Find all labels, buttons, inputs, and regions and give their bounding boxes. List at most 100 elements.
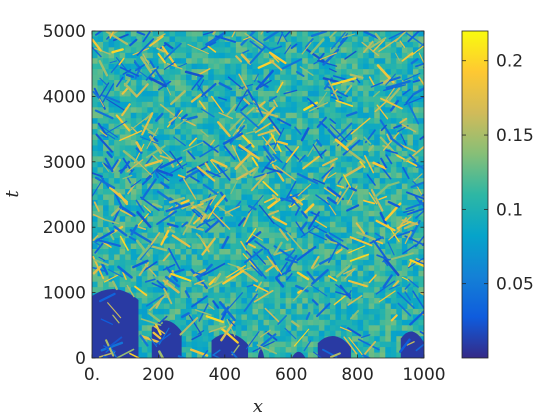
- heat-cell: [263, 183, 270, 190]
- dark-streak: [135, 199, 145, 213]
- heat-cell: [191, 31, 198, 38]
- dark-streak: [325, 85, 349, 98]
- heat-cell: [307, 123, 314, 130]
- heat-cell: [285, 336, 292, 343]
- heat-cell: [368, 101, 375, 108]
- heat-cell: [186, 319, 193, 326]
- heat-cell: [302, 265, 309, 272]
- bright-streak: [157, 52, 166, 64]
- bright-streak: [344, 269, 355, 280]
- heat-cell: [119, 101, 126, 108]
- heat-cell: [368, 205, 375, 212]
- heat-cell: [230, 90, 237, 97]
- heat-cell: [280, 243, 287, 250]
- heat-cell: [130, 172, 137, 179]
- heat-cell: [219, 118, 226, 125]
- heat-cell: [136, 183, 143, 190]
- heat-cell: [307, 216, 314, 223]
- bright-streak: [194, 204, 204, 209]
- heat-cell: [202, 101, 209, 108]
- heat-cell: [357, 319, 364, 326]
- heat-cell: [169, 287, 176, 294]
- bright-streak: [198, 100, 206, 110]
- heat-cell: [202, 336, 209, 343]
- heat-cell: [180, 227, 187, 234]
- heat-cell: [263, 276, 270, 283]
- heat-cell: [296, 52, 303, 59]
- heat-cell: [186, 352, 193, 358]
- bright-streak: [356, 231, 376, 241]
- heat-cell: [346, 123, 353, 130]
- heat-cell: [136, 52, 143, 59]
- heat-cell: [213, 41, 220, 48]
- heat-cell: [175, 319, 182, 326]
- heat-cell: [241, 161, 248, 168]
- heat-cell: [163, 90, 171, 97]
- heat-cell: [147, 47, 154, 54]
- heat-cell: [92, 123, 99, 130]
- dark-streak: [113, 33, 129, 42]
- heat-cell: [324, 52, 331, 59]
- heat-cell: [341, 303, 348, 310]
- heat-cell: [274, 150, 281, 157]
- heat-cell: [318, 303, 325, 310]
- heat-cell: [235, 52, 242, 59]
- bright-streak: [328, 80, 339, 101]
- heat-cell: [130, 221, 137, 228]
- heat-cell: [374, 319, 381, 326]
- heat-cell: [152, 96, 159, 103]
- heat-cell: [401, 41, 408, 48]
- heat-cell: [141, 308, 148, 315]
- heat-cell: [141, 298, 148, 305]
- dark-streak: [118, 166, 128, 172]
- bright-streak: [316, 91, 328, 108]
- heat-cell: [274, 325, 281, 332]
- bright-streak: [262, 136, 277, 155]
- heat-cell: [363, 183, 370, 190]
- heat-cell: [114, 90, 121, 97]
- heat-cell: [407, 287, 414, 294]
- bright-streak: [137, 226, 147, 231]
- heat-cell: [230, 210, 237, 217]
- heat-cell: [401, 107, 408, 114]
- dark-streak: [181, 221, 189, 228]
- dark-streak: [205, 170, 221, 178]
- dark-streak: [200, 108, 215, 118]
- bright-streak: [251, 156, 259, 167]
- heat-cell: [152, 112, 159, 119]
- bright-streak: [170, 272, 192, 282]
- heat-cell: [407, 292, 414, 299]
- heat-cell: [230, 199, 237, 206]
- heat-cell: [307, 341, 314, 348]
- heat-cell: [202, 221, 209, 228]
- heat-cell: [241, 265, 248, 272]
- heat-cell: [258, 140, 265, 147]
- heat-cell: [180, 52, 187, 59]
- heat-cell: [114, 156, 121, 163]
- dark-streak: [247, 195, 264, 214]
- heat-cell: [352, 90, 359, 97]
- heat-cell: [263, 303, 270, 310]
- heat-cell: [103, 74, 110, 81]
- heat-cell: [401, 134, 408, 141]
- heat-cell: [274, 145, 281, 152]
- heat-cell: [352, 205, 359, 212]
- heat-cell: [213, 249, 220, 256]
- heat-cell: [163, 156, 171, 163]
- heat-cell: [291, 276, 298, 283]
- heat-cell: [230, 112, 237, 119]
- heat-cell: [224, 243, 231, 250]
- heat-cell: [119, 232, 126, 239]
- heat-cell: [341, 41, 348, 48]
- heat-cell: [130, 145, 137, 152]
- bright-streak: [119, 209, 133, 217]
- heat-cell: [352, 210, 359, 217]
- heat-cell: [103, 172, 110, 179]
- heat-cell: [108, 80, 115, 87]
- heat-cell: [374, 292, 381, 299]
- heat-cell: [329, 194, 337, 201]
- dark-streak: [285, 181, 297, 200]
- heat-cell: [119, 31, 126, 38]
- bright-streak: [105, 339, 115, 357]
- heat-cell: [246, 259, 254, 266]
